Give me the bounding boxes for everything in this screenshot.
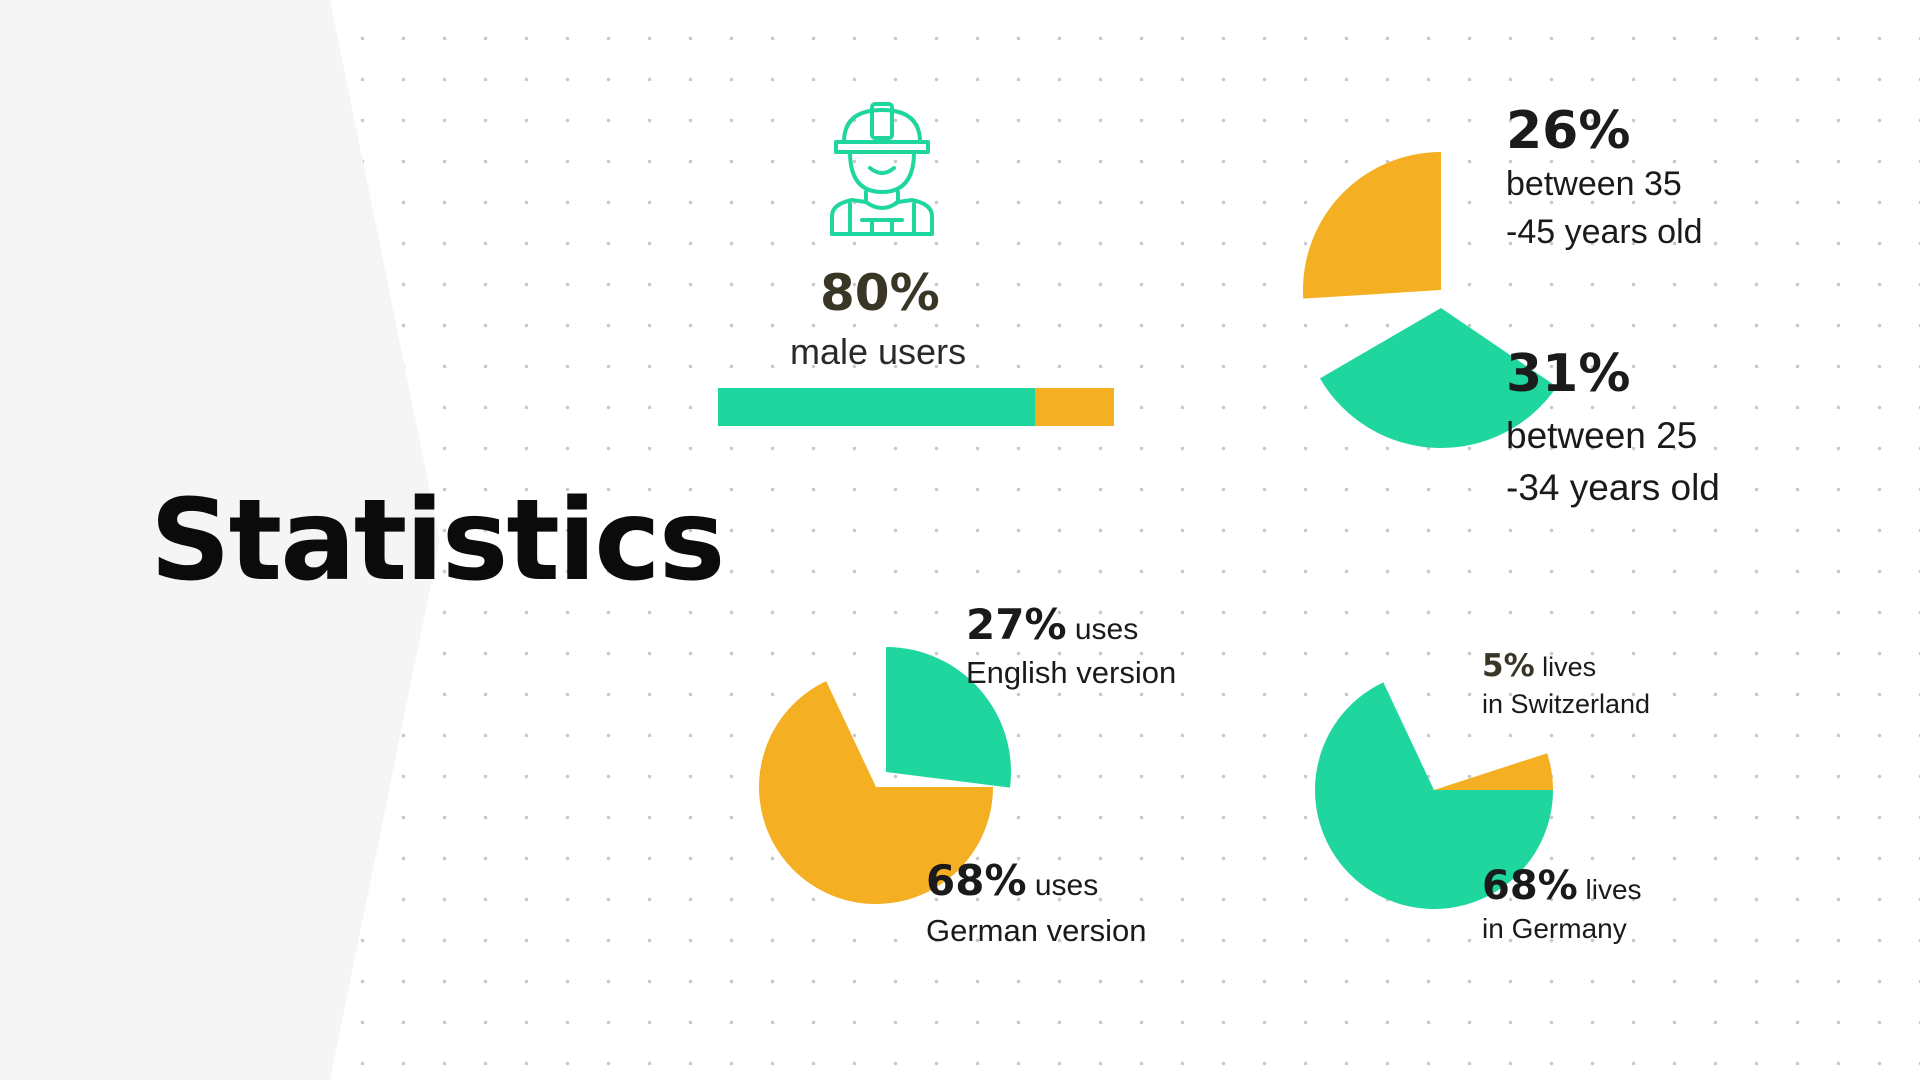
pie-slice-switzerland xyxy=(1434,753,1554,790)
age-25-34-line2: -34 years old xyxy=(1506,467,1720,508)
english-line1: uses xyxy=(1074,613,1139,646)
germany-line2: in Germany xyxy=(1482,913,1627,944)
age-35-45-line1: between 35 xyxy=(1506,165,1682,203)
worker-with-helmet-icon xyxy=(830,102,934,236)
pie-slice-english xyxy=(886,647,1012,788)
male-users-bar xyxy=(718,388,1114,426)
english-percent: 27% xyxy=(966,600,1067,649)
german-line1: uses xyxy=(1034,869,1099,902)
pie-slice-german xyxy=(759,681,993,905)
age-25-34-percent: 31% xyxy=(1506,344,1631,404)
germany-percent: 68% xyxy=(1482,863,1578,909)
germany-label: 68% lives xyxy=(1482,862,1642,910)
switzerland-line2: in Switzerland xyxy=(1482,689,1651,719)
switzerland-label: 5% lives xyxy=(1482,648,1596,685)
german-label: 68% uses xyxy=(926,856,1098,906)
pie-slice-age-25-34 xyxy=(1320,308,1557,448)
german-percent: 68% xyxy=(926,856,1027,905)
male-users-bar-fill xyxy=(718,388,1035,426)
german-line2: German version xyxy=(926,913,1147,948)
male-users-percent: 80% xyxy=(820,264,940,322)
english-label: 27% uses xyxy=(966,600,1138,650)
age-35-45-line2: -45 years old xyxy=(1506,213,1703,251)
age-35-45-percent: 26% xyxy=(1506,101,1631,161)
male-users-label: male users xyxy=(790,331,967,372)
page-title: Statistics xyxy=(150,476,725,606)
switzerland-line1: lives xyxy=(1542,652,1597,682)
age-25-34-line1: between 25 xyxy=(1506,415,1698,456)
germany-line1: lives xyxy=(1585,874,1642,905)
pie-slice-age-35-45 xyxy=(1303,152,1441,299)
english-line2: English version xyxy=(966,655,1177,690)
switzerland-percent: 5% xyxy=(1482,648,1535,684)
pie-slice-germany xyxy=(1315,682,1553,909)
